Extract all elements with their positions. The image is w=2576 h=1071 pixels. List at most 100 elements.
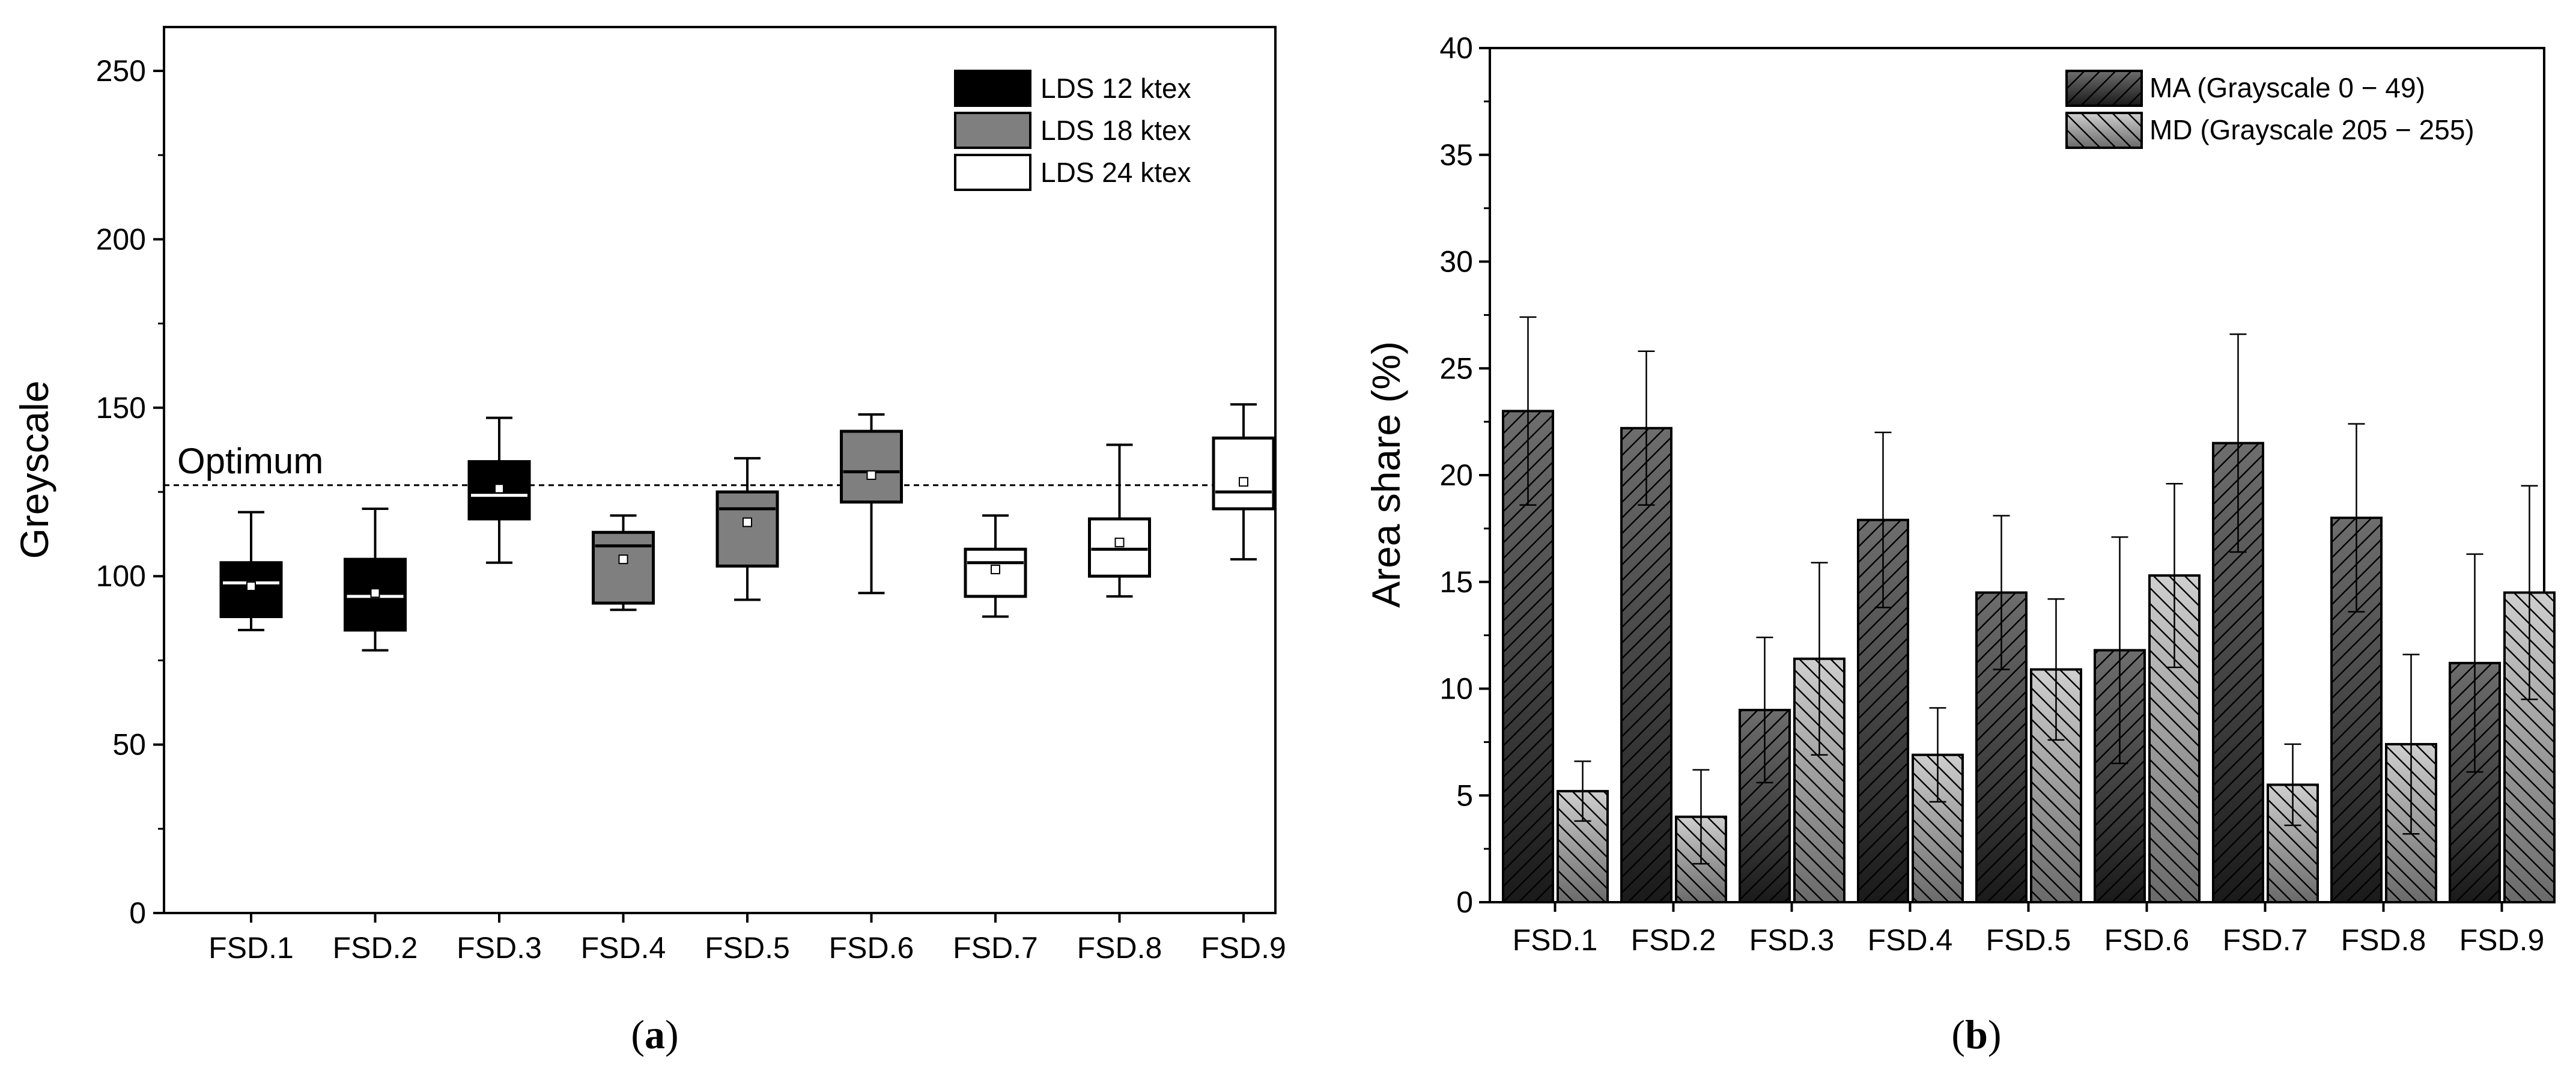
mean-marker bbox=[991, 564, 1000, 574]
panel-b-x-tick-label: FSD.1 bbox=[1513, 923, 1598, 957]
mean-marker bbox=[370, 588, 380, 598]
panel-a-x-tick-label: FSD.6 bbox=[829, 931, 914, 965]
panel-a-y-tick-label: 200 bbox=[96, 222, 146, 256]
panel-a-y-tick-label: 100 bbox=[96, 559, 146, 593]
bar-md-FSD.5 bbox=[2030, 598, 2082, 903]
panel-a-x-axis: FSD.1 FSD.2 FSD.3 FSD.4 FSD.5 FSD.6 FSD.7 FSD.8… bbox=[208, 913, 1286, 965]
panel-b-y-axis: 0 5 10 15 20 25 30 35 40 bbox=[1439, 31, 1490, 919]
panel-a-y-tick-label: 250 bbox=[96, 54, 146, 88]
panel-a-boxes bbox=[219, 403, 1275, 652]
bar-md-FSD.1 bbox=[1557, 760, 1609, 904]
panel-b-x-tick-label: FSD.7 bbox=[2223, 923, 2308, 957]
bar-md-FSD.7 bbox=[2267, 743, 2319, 903]
panel-b-y-tick-label: 15 bbox=[1439, 565, 1473, 599]
panel-b-y-tick-label: 20 bbox=[1439, 458, 1473, 492]
panel-a-y-axis: 0 50 100 150 200 250 bbox=[96, 54, 164, 930]
legend-label: LDS 12 ktex bbox=[1040, 73, 1191, 104]
legend-label: MA (Grayscale 0 − 49) bbox=[2149, 72, 2425, 103]
bar-ma-FSD.6 bbox=[2094, 536, 2146, 903]
bar-ma-FSD.8 bbox=[2330, 423, 2383, 903]
optimum-label: Optimum bbox=[177, 441, 323, 481]
box-FSD.3 bbox=[467, 416, 531, 564]
panel-b-x-tick-label: FSD.6 bbox=[2104, 923, 2190, 957]
iqr-box bbox=[592, 530, 655, 605]
panel-b-y-tick-label: 40 bbox=[1439, 31, 1473, 65]
iqr-box bbox=[964, 547, 1027, 598]
panel-b-x-axis: FSD.1 FSD.2 FSD.3 FSD.4 FSD.5 FSD.6 FSD.7 FSD.8… bbox=[1513, 902, 2545, 957]
panel-a-x-tick-label: FSD.7 bbox=[953, 931, 1038, 965]
iqr-box bbox=[715, 490, 779, 568]
bar-ma-FSD.7 bbox=[2212, 333, 2264, 903]
panel-b-x-tick-label: FSD.2 bbox=[1631, 923, 1716, 957]
mean-marker bbox=[246, 581, 256, 592]
legend-label: MD (Grayscale 205 − 255) bbox=[2149, 114, 2474, 145]
mean-marker bbox=[618, 554, 628, 565]
bar-ma-FSD.4 bbox=[1857, 431, 1909, 903]
iqr-box bbox=[840, 429, 903, 504]
panel-a-y-tick-label: 0 bbox=[129, 896, 146, 930]
panel-b-y-tick-label: 5 bbox=[1456, 778, 1473, 812]
panel-b-x-tick-label: FSD.5 bbox=[1986, 923, 2071, 957]
panel-a-y-tick-label: 50 bbox=[112, 728, 146, 762]
panel-a-caption: (a) bbox=[631, 1012, 678, 1057]
panel-a-legend: LDS 12 ktex LDS 18 ktex LDS 24 ktex bbox=[954, 70, 1191, 191]
box-FSD.6 bbox=[840, 413, 903, 595]
bar-ma-FSD.3 bbox=[1739, 636, 1791, 904]
bar-md-FSD.9 bbox=[2503, 485, 2556, 903]
panel-a-x-tick-label: FSD.2 bbox=[333, 931, 418, 965]
panel-a-y-axis-label: Greyscale bbox=[12, 380, 56, 559]
bar-ma-FSD.1 bbox=[1502, 316, 1554, 903]
bar-md-FSD.8 bbox=[2385, 654, 2437, 904]
legend-label: LDS 24 ktex bbox=[1040, 157, 1191, 188]
bar-md-FSD.2 bbox=[1675, 769, 1727, 904]
box-FSD.7 bbox=[964, 514, 1027, 618]
panel-b-caption: (b) bbox=[1951, 1012, 2001, 1057]
bar-ma-FSD.5 bbox=[1975, 515, 2028, 903]
panel-b-y-axis-label: Area share (%) bbox=[1364, 341, 1408, 608]
mean-marker bbox=[1114, 538, 1125, 548]
bar-md-FSD.6 bbox=[2148, 482, 2201, 903]
panel-a-optimum-line: Optimum bbox=[164, 441, 1275, 487]
panel-a-x-tick-label: FSD.4 bbox=[581, 931, 666, 965]
box-FSD.5 bbox=[715, 457, 779, 601]
bar-md-FSD.4 bbox=[1912, 707, 1964, 903]
bar-ma-FSD.2 bbox=[1620, 350, 1672, 903]
panel-a-x-tick-label: FSD.9 bbox=[1201, 931, 1286, 965]
legend-swatch bbox=[954, 154, 1031, 191]
box-FSD.8 bbox=[1088, 443, 1151, 598]
bar-hatch bbox=[1620, 426, 1672, 903]
legend-swatch bbox=[2065, 112, 2143, 149]
mean-marker bbox=[743, 517, 752, 527]
panel-a-x-tick-label: FSD.5 bbox=[705, 931, 790, 965]
box-FSD.4 bbox=[592, 514, 655, 611]
bar-ma-FSD.9 bbox=[2449, 553, 2501, 903]
panel-a-x-tick-label: FSD.1 bbox=[208, 931, 294, 965]
mean-marker bbox=[494, 484, 504, 494]
panel-b-x-tick-label: FSD.3 bbox=[1749, 923, 1835, 957]
panel-a-y-tick-label: 150 bbox=[96, 391, 146, 425]
bar-md-FSD.3 bbox=[1793, 562, 1845, 903]
box-FSD.2 bbox=[344, 508, 407, 652]
panel-b-x-tick-label: FSD.8 bbox=[2341, 923, 2426, 957]
panel-a-x-tick-label: FSD.3 bbox=[457, 931, 542, 965]
panel-b-x-tick-label: FSD.4 bbox=[1868, 923, 1953, 957]
mean-marker bbox=[866, 470, 876, 480]
panel-b-y-tick-label: 25 bbox=[1439, 351, 1473, 385]
panel-b-x-tick-label: FSD.9 bbox=[2459, 923, 2545, 957]
panel-b-y-tick-label: 0 bbox=[1456, 885, 1473, 919]
panel-b-y-tick-label: 10 bbox=[1439, 672, 1473, 706]
legend-swatch bbox=[2065, 70, 2143, 107]
legend-swatch bbox=[954, 70, 1031, 107]
box-FSD.1 bbox=[219, 511, 283, 631]
legend-swatch bbox=[954, 112, 1031, 149]
panel-b-y-tick-label: 35 bbox=[1439, 138, 1473, 172]
mean-marker bbox=[1239, 477, 1248, 487]
panel-b-y-tick-label: 30 bbox=[1439, 245, 1473, 279]
iqr-box bbox=[1212, 436, 1275, 511]
panel-a-x-tick-label: FSD.8 bbox=[1077, 931, 1162, 965]
panel-b-bars bbox=[1502, 316, 2556, 904]
iqr-box bbox=[1088, 517, 1151, 578]
